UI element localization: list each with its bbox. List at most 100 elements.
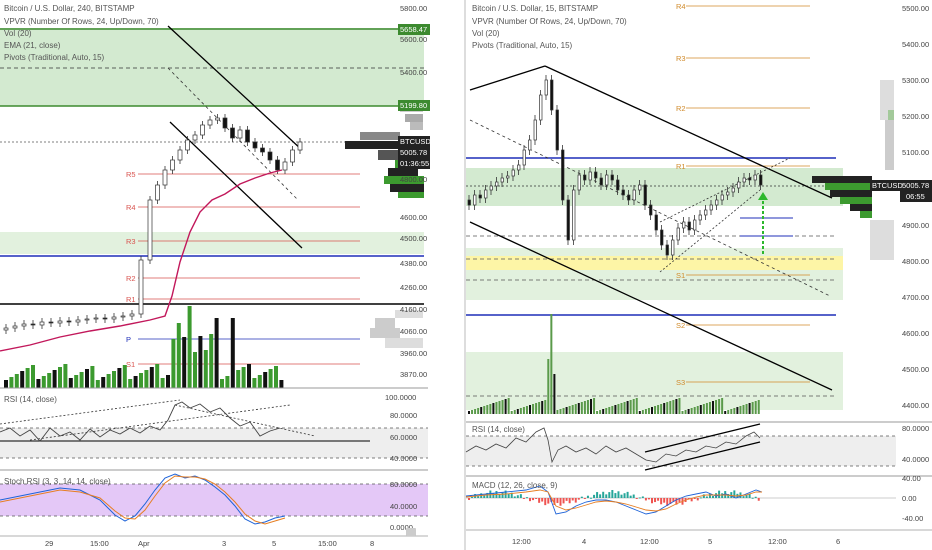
macd-hist-bar <box>644 498 647 501</box>
left-volume-bar <box>230 318 235 388</box>
right-volume-bar <box>516 409 519 414</box>
left-price-axis[interactable]: 5800.00 5600.00 5400.00 4800.00 4600.00 … <box>398 4 432 379</box>
right-candle-body <box>632 189 636 201</box>
macd-hist-bar <box>565 498 568 501</box>
right-price-axis[interactable]: 5500.00 5400.00 5300.00 5200.00 5100.00 … <box>870 4 932 410</box>
macd-hist-bar <box>617 491 620 498</box>
left-candle-body <box>237 129 243 139</box>
right-candle-body <box>610 174 614 181</box>
right-wedge-low <box>659 189 761 273</box>
macd-hist-bar <box>678 498 681 503</box>
right-volume-bar <box>501 400 504 414</box>
right-study-1[interactable]: VPVR (Number Of Rows, 24, Up/Down, 70) <box>472 17 627 26</box>
right-candle-body <box>594 171 598 179</box>
left-study-3[interactable]: EMA (21, close) <box>4 41 61 50</box>
right-volume-bar <box>611 406 614 414</box>
left-candle-body <box>138 259 144 315</box>
right-axis-label: 4600.00 <box>902 329 929 338</box>
right-pivot-r2: R2 <box>676 104 686 113</box>
right-candle-body <box>638 184 642 191</box>
right-panel[interactable]: R4 R3 R2 R1 S1 S2 S3 <box>465 0 932 550</box>
right-rsi-channel-bottom <box>644 441 761 471</box>
right-volume-bar <box>559 409 562 414</box>
left-study-4[interactable]: Pivots (Traditional, Auto, 15) <box>4 53 105 62</box>
right-volume-bar <box>715 400 718 414</box>
right-axis-label: 5500.00 <box>902 4 929 13</box>
right-chart-title[interactable]: Bitcoin / U.S. Dollar, 15, BITSTAMP <box>472 4 598 13</box>
left-axis-label: 4500.00 <box>400 234 427 243</box>
left-volume-bar <box>279 380 284 388</box>
macd-hist-bar <box>660 498 663 505</box>
macd-hist-bar <box>733 490 736 498</box>
right-candle-body <box>517 164 521 171</box>
right-pivot-s2: S2 <box>676 321 685 330</box>
left-panel[interactable]: R5 R4 R3 R2 R1 P S1 <box>0 0 432 550</box>
left-stoch-label[interactable]: Stoch RSI (3, 3, 14, 14, close) <box>4 477 111 486</box>
left-axis-label: 5600.00 <box>400 35 427 44</box>
macd-hist-bar <box>522 498 525 499</box>
left-candle-body <box>48 321 54 324</box>
macd-hist-bar <box>580 496 583 498</box>
right-volume-bar <box>666 402 669 414</box>
right-wedge-high <box>659 157 791 223</box>
right-volume-bar <box>544 400 547 414</box>
right-upper-zone <box>466 168 843 206</box>
left-axis-label: 4260.00 <box>400 283 427 292</box>
right-candle-body <box>528 139 532 151</box>
left-candle-body <box>84 318 90 321</box>
macd-hist-bar <box>602 491 605 498</box>
left-volume-bar <box>252 378 257 388</box>
left-time-axis[interactable]: 29 15:00 Apr 3 5 15:00 8 <box>45 539 374 548</box>
left-chart-title[interactable]: Bitcoin / U.S. Dollar, 240, BITSTAMP <box>4 4 135 13</box>
macd-hist-bar <box>489 490 492 498</box>
right-study-2[interactable]: Vol (20) <box>472 29 500 38</box>
macd-hist-bar <box>498 494 501 498</box>
left-study-2[interactable]: Vol (20) <box>4 29 32 38</box>
right-tag-countdown: 06:55 <box>906 192 925 201</box>
macd-hist-bar <box>672 498 675 502</box>
right-macd-histogram <box>468 490 760 506</box>
macd-hist-bar <box>708 493 711 498</box>
right-candle-body <box>473 194 477 206</box>
right-candle-body <box>489 185 493 191</box>
left-volume-bar <box>41 376 46 388</box>
left-volume-bar <box>128 379 133 388</box>
left-rsi-label[interactable]: RSI (14, close) <box>4 395 57 404</box>
right-macd-axis: 40.00 <box>902 474 921 483</box>
left-volume-bar <box>209 334 214 388</box>
left-axis-label: 4060.00 <box>400 327 427 336</box>
left-volume-bar <box>263 372 268 388</box>
right-macd-axis: 0.00 <box>902 494 917 503</box>
left-volume-bar <box>122 365 127 388</box>
macd-hist-bar <box>553 498 556 505</box>
left-volume-bar <box>144 370 149 388</box>
left-volume-bar <box>241 367 246 388</box>
left-candle-body <box>66 320 72 323</box>
right-volume-bar <box>547 359 550 414</box>
macd-hist-bar <box>611 490 614 498</box>
right-time-axis[interactable]: 12:00 4 12:00 5 12:00 6 <box>512 537 840 546</box>
right-rsi-channel-top <box>644 423 761 453</box>
right-rsi-label[interactable]: RSI (14, close) <box>472 425 525 434</box>
right-volume-bar <box>556 410 559 414</box>
right-volume-bar <box>681 411 684 414</box>
macd-hist-bar <box>663 498 666 503</box>
macd-hist-bar <box>593 494 596 498</box>
macd-hist-bar <box>742 496 745 498</box>
macd-hist-bar <box>754 496 757 498</box>
right-macd-label[interactable]: MACD (12, 26, close, 9) <box>472 481 558 490</box>
right-volume-bar <box>553 374 556 414</box>
right-candle-body <box>737 181 741 189</box>
left-volume-bar <box>160 378 165 388</box>
left-study-1[interactable]: VPVR (Number Of Rows, 24, Up/Down, 70) <box>4 17 159 26</box>
right-study-3[interactable]: Pivots (Traditional, Auto, 15) <box>472 41 573 50</box>
macd-hist-bar <box>687 498 690 500</box>
right-candle-body <box>506 175 510 179</box>
right-candle-body <box>478 194 482 199</box>
right-candle-body <box>627 194 631 201</box>
right-volume-bar <box>513 410 516 414</box>
left-ema-line <box>0 169 283 352</box>
macd-hist-bar <box>757 498 760 501</box>
right-volume-bar <box>474 409 477 414</box>
